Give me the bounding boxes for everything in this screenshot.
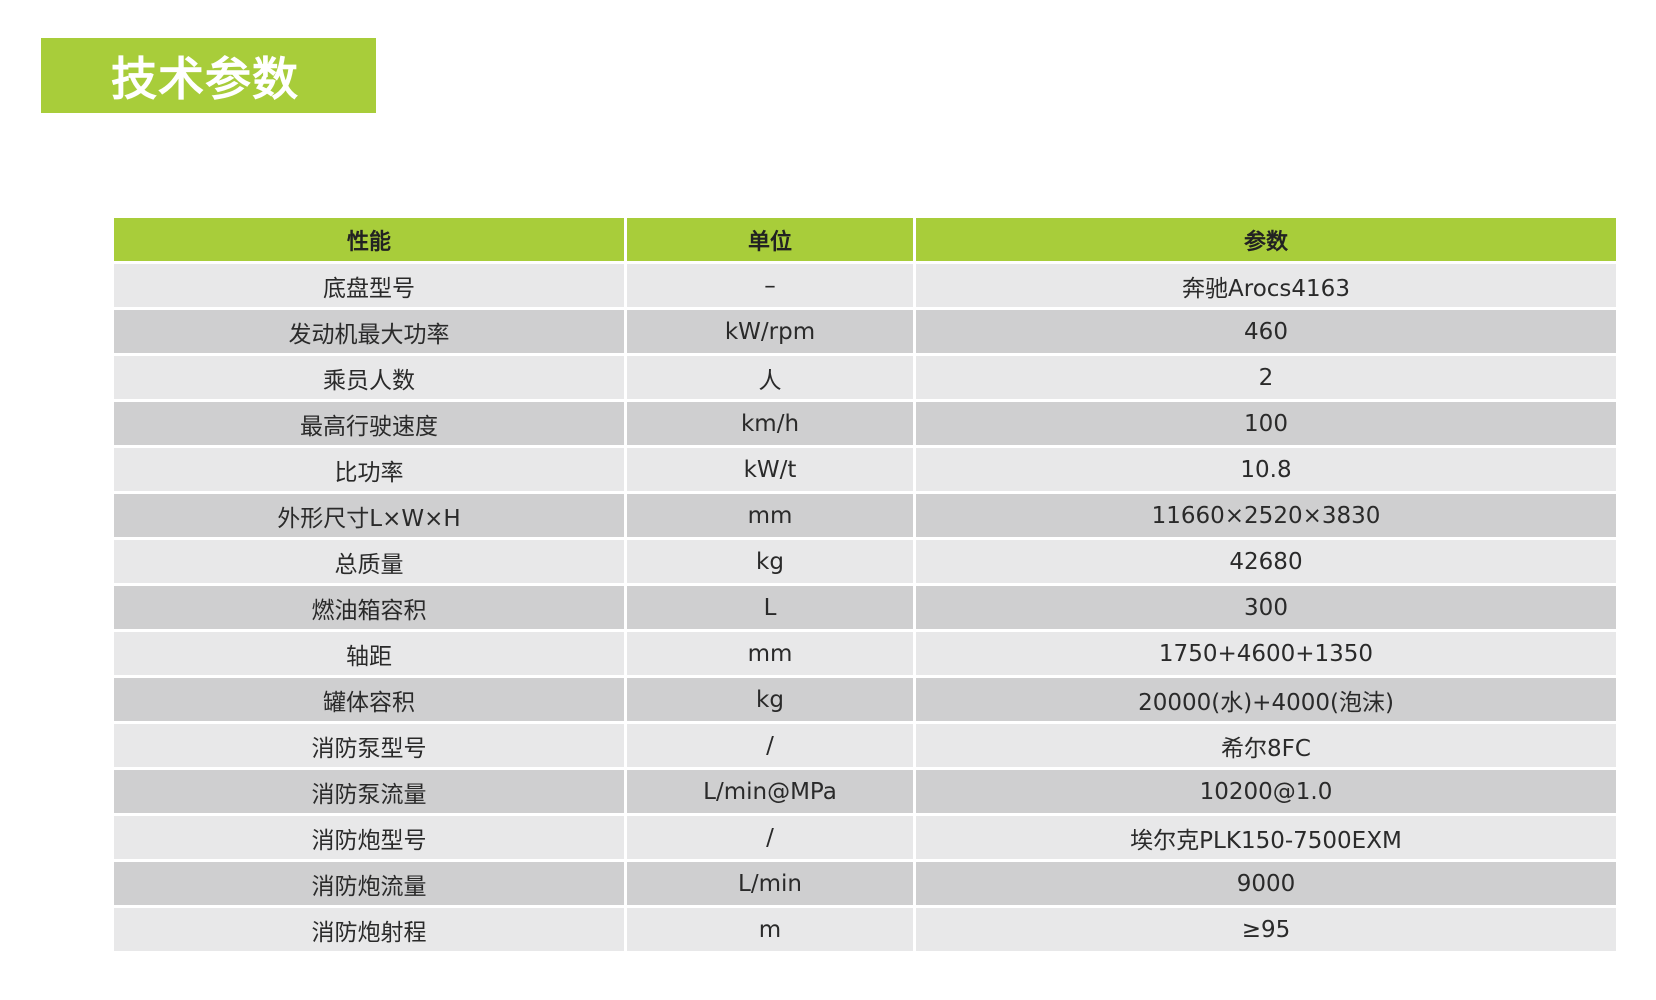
unit-cell: – [627,264,913,307]
parameter-cell: 希尔8FC [916,724,1616,767]
section-title: 技术参数 [111,51,299,106]
header-unit: 单位 [627,218,913,261]
performance-cell: 罐体容积 [114,678,624,721]
performance-cell: 外形尺寸L×W×H [114,494,624,537]
table-row: 消防炮型号 / 埃尔克PLK150-7500EXM [114,816,1616,859]
performance-cell: 乘员人数 [114,356,624,399]
performance-cell: 消防炮型号 [114,816,624,859]
table-row: 消防炮流量 L/min 9000 [114,862,1616,905]
unit-cell: km/h [627,402,913,445]
parameter-cell: 1750+4600+1350 [916,632,1616,675]
parameter-cell: 10200@1.0 [916,770,1616,813]
performance-cell: 最高行驶速度 [114,402,624,445]
table-row: 消防泵流量 L/min@MPa 10200@1.0 [114,770,1616,813]
parameter-cell: 20000(水)+4000(泡沫) [916,678,1616,721]
table-header-row: 性能 单位 参数 [114,218,1616,261]
parameter-cell: ≥95 [916,908,1616,951]
performance-cell: 消防炮流量 [114,862,624,905]
unit-cell: 人 [627,356,913,399]
performance-cell: 消防炮射程 [114,908,624,951]
section-title-banner: 技术参数 [41,38,376,113]
performance-cell: 燃油箱容积 [114,586,624,629]
header-parameter: 参数 [916,218,1616,261]
table-row: 外形尺寸L×W×H mm 11660×2520×3830 [114,494,1616,537]
unit-cell: / [627,724,913,767]
performance-cell: 比功率 [114,448,624,491]
table-row: 底盘型号 – 奔驰Arocs4163 [114,264,1616,307]
table-row: 消防炮射程 m ≥95 [114,908,1616,951]
unit-cell: / [627,816,913,859]
performance-cell: 轴距 [114,632,624,675]
parameter-cell: 埃尔克PLK150-7500EXM [916,816,1616,859]
table-row: 燃油箱容积 L 300 [114,586,1616,629]
header-performance: 性能 [114,218,624,261]
table-row: 乘员人数人 2 [114,356,1616,399]
parameter-cell: 100 [916,402,1616,445]
unit-cell: kW/t [627,448,913,491]
table-row: 发动机最大功率 kW/rpm 460 [114,310,1616,353]
table-row: 总质量 kg 42680 [114,540,1616,583]
unit-cell: L/min [627,862,913,905]
unit-cell: mm [627,494,913,537]
parameter-cell: 奔驰Arocs4163 [916,264,1616,307]
parameter-cell: 42680 [916,540,1616,583]
table-row: 罐体容积 kg 20000(水)+4000(泡沫) [114,678,1616,721]
performance-cell: 消防泵型号 [114,724,624,767]
parameter-cell: 11660×2520×3830 [916,494,1616,537]
parameter-cell: 10.8 [916,448,1616,491]
performance-cell: 消防泵流量 [114,770,624,813]
unit-cell: L/min@MPa [627,770,913,813]
table-row: 轴距 mm 1750+4600+1350 [114,632,1616,675]
table-row: 消防泵型号 / 希尔8FC [114,724,1616,767]
unit-cell: L [627,586,913,629]
unit-cell: mm [627,632,913,675]
performance-cell: 总质量 [114,540,624,583]
parameter-cell: 460 [916,310,1616,353]
table-row: 最高行驶速度 km/h 100 [114,402,1616,445]
table-row: 比功率 kW/t 10.8 [114,448,1616,491]
unit-cell: kW/rpm [627,310,913,353]
performance-cell: 发动机最大功率 [114,310,624,353]
unit-cell: m [627,908,913,951]
performance-cell: 底盘型号 [114,264,624,307]
parameter-cell: 300 [916,586,1616,629]
parameter-cell: 2 [916,356,1616,399]
spec-table: 性能 单位 参数 底盘型号 – 奔驰Arocs4163 发动机最大功率 kW/rpm 46… [111,215,1619,954]
parameter-cell: 9000 [916,862,1616,905]
unit-cell: kg [627,540,913,583]
unit-cell: kg [627,678,913,721]
